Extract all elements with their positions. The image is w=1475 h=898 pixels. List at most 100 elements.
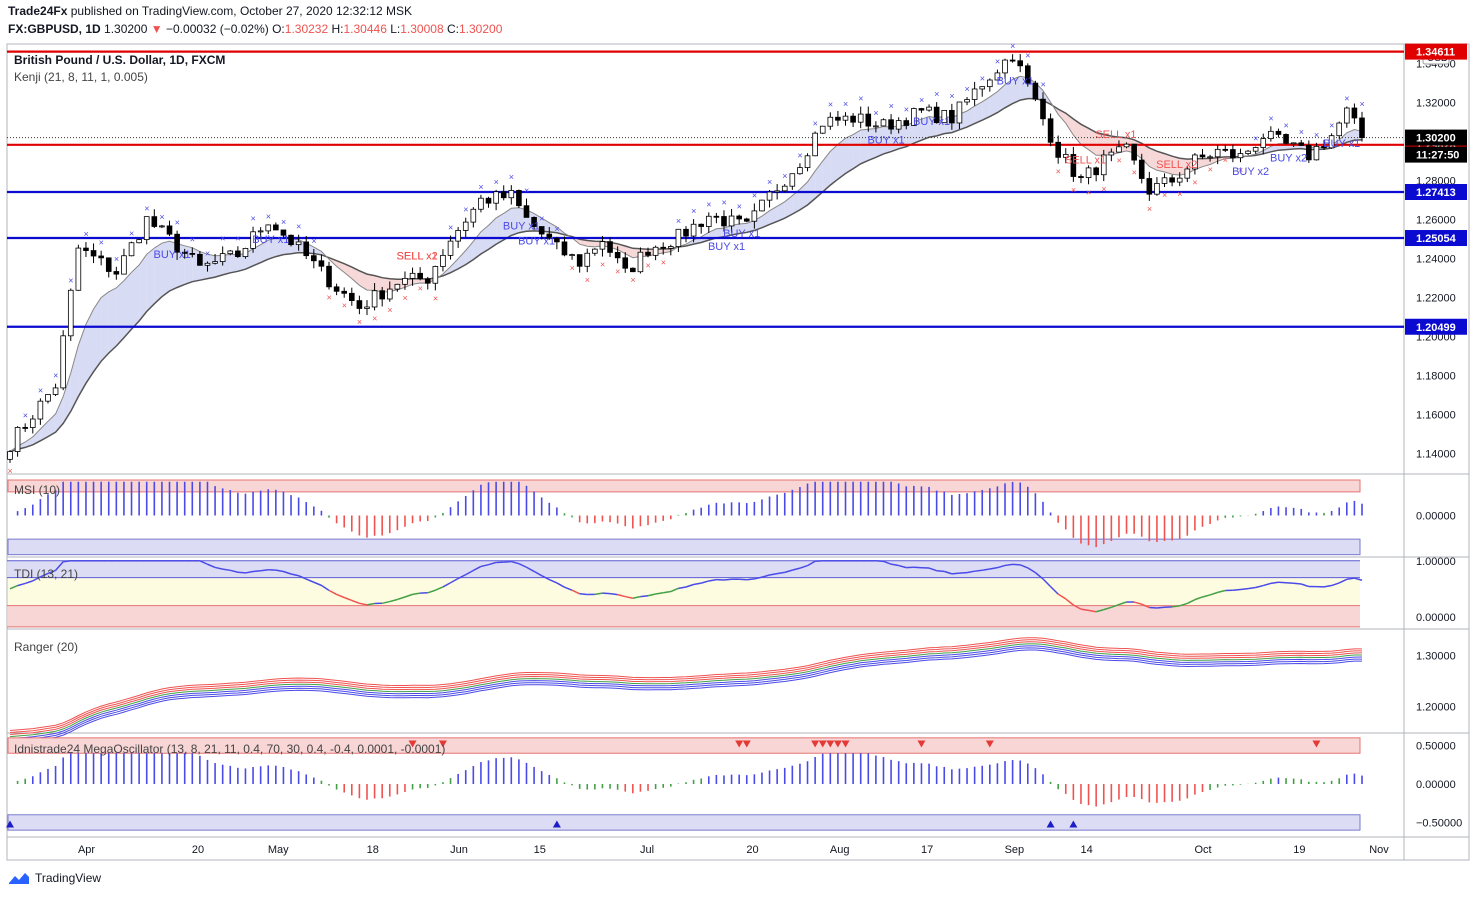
candle: [128, 241, 135, 257]
signal-marker: ×: [1314, 130, 1319, 140]
ma-cloud-segment: [177, 243, 185, 288]
signal-marker: ×: [1056, 167, 1061, 177]
ma-cloud-segment: [974, 101, 983, 124]
tdi-tick-label: 1.00000: [1416, 556, 1456, 568]
signal-label: SELL x1: [397, 250, 438, 262]
candle-body: [29, 418, 36, 428]
ma-cloud-segment: [374, 275, 383, 293]
mega-lower-zone: [7, 814, 1361, 831]
candle-body: [280, 229, 287, 236]
candle: [1313, 142, 1320, 161]
candle-body: [903, 120, 910, 126]
candle-body: [759, 199, 765, 212]
sell-triangle-icon: [985, 740, 994, 748]
candle-body: [379, 290, 385, 300]
footer-brand[interactable]: TradingView: [8, 871, 101, 885]
candle: [1146, 171, 1153, 201]
candle-body: [538, 226, 545, 235]
candle: [242, 247, 249, 259]
signal-marker: ×: [1177, 189, 1182, 199]
candle: [29, 415, 36, 434]
candle-body: [789, 173, 796, 187]
candle: [1199, 148, 1206, 160]
candle-body: [151, 216, 158, 227]
signal-marker: ×: [38, 385, 43, 395]
signal-marker: ×: [1192, 177, 1197, 187]
signal-marker: ×: [509, 172, 514, 182]
signal-marker: ×: [570, 263, 575, 273]
tdi-line-segment: [685, 583, 694, 588]
tdi-line-segment: [944, 570, 953, 575]
time-tick-label: May: [268, 844, 289, 856]
tdi-line-segment: [305, 578, 315, 583]
candle-body: [705, 215, 712, 227]
ma-cloud-segment: [488, 217, 497, 250]
signal-marker: ×: [1040, 79, 1045, 89]
candle: [409, 267, 416, 286]
brand-text: TradingView: [35, 871, 102, 885]
candle: [1123, 142, 1130, 149]
sell-triangle-icon: [1312, 740, 1321, 748]
symbol-label: FX:GBPUSD, 1D: [8, 22, 101, 36]
candle-body: [781, 185, 788, 192]
ma-cloud-segment: [344, 263, 352, 279]
tdi-line-segment: [32, 576, 41, 582]
candle-body: [865, 113, 872, 127]
candle: [318, 254, 325, 272]
candle: [151, 209, 158, 228]
candle: [1002, 58, 1008, 79]
low-label: L:: [390, 22, 401, 36]
candle-body: [318, 260, 325, 267]
ma-cloud-segment: [154, 243, 162, 304]
signal-marker: ×: [68, 275, 73, 285]
tdi-line-segment: [678, 586, 687, 590]
candle-body: [143, 216, 150, 241]
candle: [136, 238, 142, 244]
sell-triangle-icon: [742, 740, 751, 748]
tdi-line-segment: [298, 575, 307, 580]
tdi-line-segment: [222, 568, 231, 572]
signal-marker: ×: [797, 150, 802, 160]
candle: [1260, 133, 1267, 155]
ma-cloud-segment: [32, 428, 41, 445]
buy-triangle-icon: [1069, 820, 1078, 828]
candle-body: [1040, 98, 1046, 120]
sell-triangle-icon: [811, 740, 820, 748]
candle-body: [52, 387, 59, 395]
ma-cloud-segment: [458, 250, 466, 269]
publisher-name[interactable]: Trade24Fx: [8, 4, 68, 18]
signal-marker: ×: [737, 202, 742, 212]
candle-body: [842, 115, 849, 121]
candle-body: [1207, 156, 1213, 159]
level-badge: [1405, 318, 1467, 335]
candle-body: [979, 86, 986, 90]
candle-body: [592, 248, 598, 254]
candle-body: [599, 241, 606, 250]
candle-body: [637, 251, 644, 273]
candle: [569, 253, 575, 260]
signal-marker: ×: [433, 293, 438, 303]
tdi-line-segment: [647, 593, 656, 597]
candle-body: [311, 255, 317, 262]
candle-body: [766, 191, 773, 201]
candle: [52, 383, 59, 397]
signal-marker: ×: [83, 229, 88, 239]
ma-cloud-segment: [777, 201, 785, 222]
candle: [45, 394, 51, 404]
tdi-tick-label: 0.00000: [1416, 612, 1456, 624]
ma-cloud-segment: [883, 126, 892, 154]
candle: [1032, 80, 1039, 102]
tdi-line-segment: [1118, 601, 1127, 606]
ma-cloud-segment: [549, 222, 557, 233]
candle: [493, 189, 499, 211]
ma-cloud-segment: [85, 309, 94, 384]
candle-body: [827, 116, 834, 127]
candle-body: [333, 286, 340, 292]
candle-body: [675, 228, 682, 247]
candle-body: [478, 197, 484, 210]
candle-body: [83, 247, 89, 251]
candle: [1290, 142, 1297, 148]
tdi-line-segment: [465, 569, 474, 576]
tdi-line-segment: [693, 582, 702, 586]
